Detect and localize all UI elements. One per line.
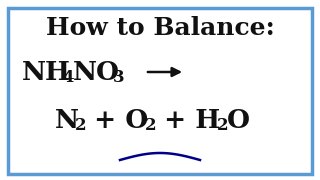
Text: N: N xyxy=(55,107,79,132)
Text: O: O xyxy=(227,107,250,132)
Text: 2: 2 xyxy=(217,116,228,134)
Text: 3: 3 xyxy=(113,69,124,86)
Text: 2: 2 xyxy=(75,116,87,134)
Text: 4: 4 xyxy=(62,69,74,86)
Text: 2: 2 xyxy=(145,116,156,134)
Text: NO: NO xyxy=(73,60,120,84)
Text: NH: NH xyxy=(22,60,71,84)
Text: + O: + O xyxy=(85,107,148,132)
Text: How to Balance:: How to Balance: xyxy=(46,16,274,40)
Text: + H: + H xyxy=(155,107,220,132)
